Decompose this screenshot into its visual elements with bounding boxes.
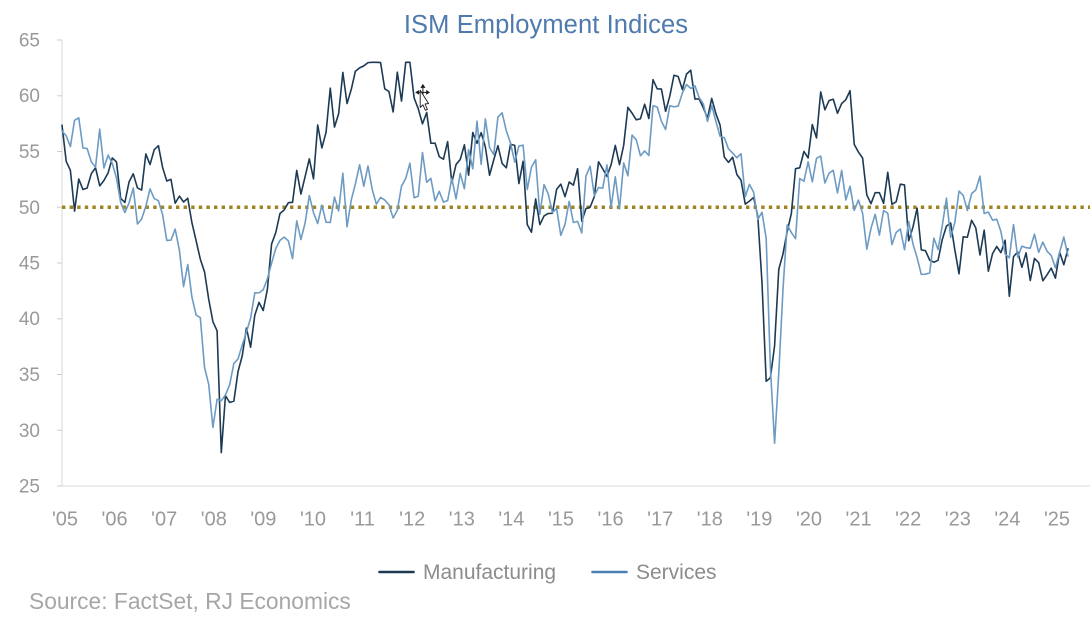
svg-text:35: 35 [19,365,40,386]
svg-text:40: 40 [19,309,40,330]
svg-text:'21: '21 [846,509,872,531]
svg-text:45: 45 [19,254,40,275]
svg-text:'10: '10 [300,509,326,531]
svg-text:'18: '18 [697,509,723,531]
svg-text:'07: '07 [151,509,177,531]
svg-text:50: 50 [19,198,40,219]
svg-text:'23: '23 [945,509,971,531]
svg-text:'11: '11 [350,509,375,531]
svg-text:'25: '25 [1044,509,1070,531]
svg-text:'14: '14 [498,509,524,531]
svg-text:65: 65 [19,31,40,52]
svg-text:'17: '17 [647,509,673,531]
svg-text:25: 25 [19,477,40,498]
svg-text:Manufacturing: Manufacturing [423,561,556,584]
svg-text:'15: '15 [548,509,574,531]
svg-text:'06: '06 [102,509,128,531]
svg-text:'19: '19 [746,509,772,531]
svg-text:'22: '22 [895,509,921,531]
svg-text:55: 55 [19,142,40,163]
svg-text:'12: '12 [399,509,425,531]
svg-text:'20: '20 [796,509,822,531]
svg-text:60: 60 [19,86,40,107]
svg-text:'16: '16 [598,509,624,531]
svg-text:'24: '24 [994,509,1020,531]
svg-text:'09: '09 [250,509,276,531]
svg-text:'05: '05 [52,509,78,531]
svg-text:'13: '13 [449,509,475,531]
svg-text:Services: Services [636,561,717,584]
svg-text:30: 30 [19,421,40,442]
svg-text:'08: '08 [201,509,227,531]
